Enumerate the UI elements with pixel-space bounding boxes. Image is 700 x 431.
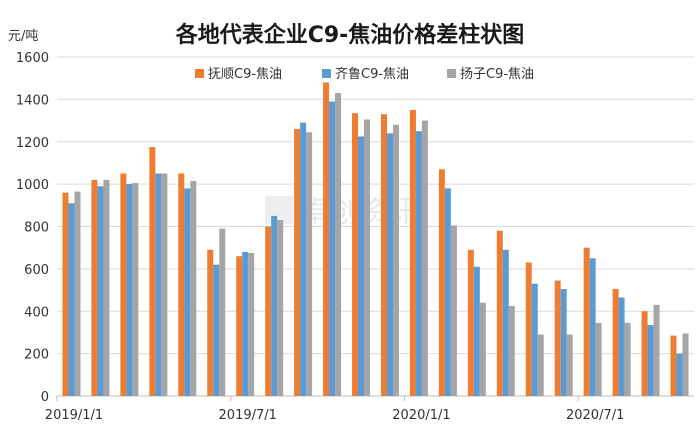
bar: [409, 109, 416, 396]
x-tick-label: 2020/7/1: [566, 408, 624, 423]
bar: [207, 249, 214, 396]
bar: [525, 262, 532, 396]
bar-series: [62, 82, 689, 397]
bar: [479, 302, 486, 396]
bar: [329, 101, 336, 397]
bar: [415, 131, 422, 396]
y-tick-label: 1400: [16, 93, 49, 108]
bar: [190, 180, 197, 396]
bar: [68, 203, 75, 396]
bar: [300, 122, 307, 397]
legend: 抚顺C9-焦油 齐鲁C9-焦油 扬子C9-焦油: [195, 66, 534, 82]
y-axis-tick-labels: 0 200 400 600 800 1000 1200 1400 1600: [16, 51, 49, 405]
bar: [358, 136, 365, 396]
legend-label: 抚顺C9-焦油: [208, 67, 282, 82]
y-tick-label: 400: [24, 305, 49, 320]
legend-label: 齐鲁C9-焦油: [335, 66, 409, 82]
y-tick-label: 0: [41, 390, 49, 405]
bar: [248, 252, 255, 396]
bar: [242, 251, 249, 396]
y-tick-label: 800: [24, 221, 49, 236]
bar: [647, 325, 654, 396]
bar: [653, 304, 660, 396]
bar: [502, 249, 509, 396]
bar: [178, 173, 185, 396]
bar: [236, 256, 243, 396]
bar: [120, 173, 127, 396]
bar: [323, 82, 330, 397]
bar: [91, 179, 98, 396]
bar: [392, 124, 399, 397]
bar: [184, 188, 191, 396]
bar: [74, 191, 81, 396]
y-tick-label: 200: [24, 348, 49, 363]
bar: [149, 147, 156, 396]
bar: [97, 186, 104, 396]
bar: [670, 335, 677, 396]
bar: [271, 215, 278, 396]
bar: [103, 179, 110, 396]
bar: [364, 119, 371, 397]
bar: [62, 192, 69, 396]
x-tick-label: 2020/1/1: [392, 408, 450, 423]
bar: [444, 188, 451, 396]
bar: [676, 353, 683, 396]
legend-swatch: [195, 69, 204, 78]
bar: [421, 120, 428, 396]
bar: [352, 113, 359, 396]
bar: [126, 184, 133, 396]
bar: [612, 289, 619, 396]
bar: [554, 280, 561, 396]
bar: [583, 247, 590, 396]
x-axis-tick-labels: 2019/1/1 2019/7/1 2020/1/1 2020/7/1: [45, 396, 624, 423]
watermark-logo-mark: [265, 196, 293, 224]
bar: [496, 230, 503, 396]
bar: [277, 220, 284, 396]
bar: [537, 334, 544, 396]
bar: [335, 93, 342, 397]
bar: [641, 311, 648, 396]
bar: [219, 228, 226, 396]
bar: [294, 129, 301, 396]
bar: [450, 225, 457, 396]
y-tick-label: 1000: [16, 178, 49, 193]
bar: [161, 173, 168, 396]
bar: [380, 114, 387, 397]
x-tick-label: 2019/1/1: [45, 408, 103, 423]
bar: [595, 322, 602, 396]
bar: [155, 173, 162, 396]
bar: [566, 334, 573, 396]
bar: [265, 226, 272, 396]
bar: [306, 132, 313, 396]
legend-swatch: [447, 69, 456, 78]
chart-title: 各地代表企业C9-焦油价格差柱状图: [175, 22, 525, 48]
bar: [386, 133, 393, 396]
bar: [438, 169, 445, 396]
bar: [682, 333, 689, 396]
bar: [618, 297, 625, 396]
bar: [213, 264, 220, 396]
y-tick-label: 600: [24, 263, 49, 278]
bar: [473, 266, 480, 396]
bar: [467, 249, 474, 396]
x-tick-label: 2019/7/1: [219, 408, 277, 423]
y-tick-label: 1200: [16, 136, 49, 151]
legend-swatch: [322, 69, 331, 78]
y-tick-label: 1600: [16, 51, 49, 66]
bar: [531, 283, 538, 396]
bar: [560, 289, 567, 396]
bar: [508, 305, 515, 396]
legend-label: 扬子C9-焦油: [460, 67, 534, 82]
bar: [132, 183, 139, 396]
y-axis-unit-label: 元/吨: [8, 29, 38, 44]
bar: [589, 258, 596, 396]
bar: [624, 322, 631, 396]
